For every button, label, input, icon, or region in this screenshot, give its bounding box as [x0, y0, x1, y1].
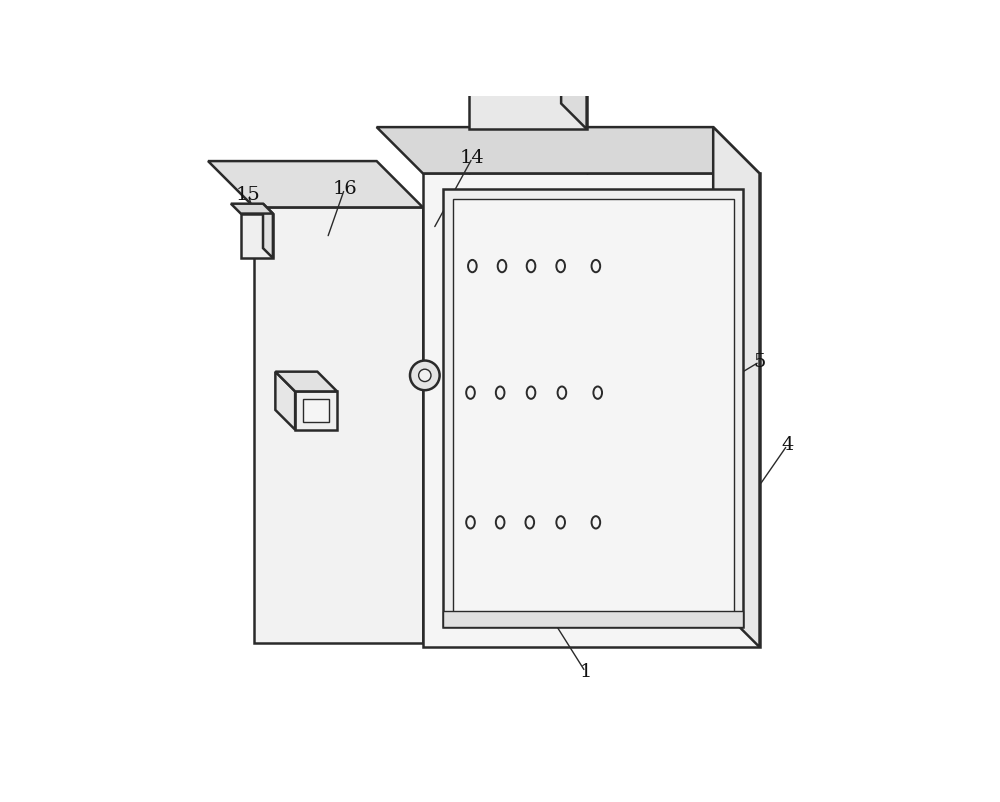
Bar: [423, 173, 760, 647]
Polygon shape: [263, 204, 273, 258]
Ellipse shape: [592, 260, 600, 272]
Text: 4: 4: [781, 436, 793, 454]
Text: 5: 5: [753, 353, 766, 371]
Ellipse shape: [527, 387, 535, 399]
Ellipse shape: [527, 260, 535, 272]
Ellipse shape: [592, 516, 600, 529]
Circle shape: [410, 361, 440, 391]
Bar: [469, 91, 587, 129]
Ellipse shape: [468, 260, 477, 272]
Text: 15: 15: [236, 186, 261, 204]
Polygon shape: [377, 128, 760, 173]
Bar: [295, 391, 337, 430]
Ellipse shape: [496, 516, 504, 529]
Ellipse shape: [556, 260, 565, 272]
Polygon shape: [231, 204, 273, 213]
Ellipse shape: [525, 516, 534, 529]
Ellipse shape: [496, 387, 504, 399]
Polygon shape: [444, 66, 587, 91]
Ellipse shape: [593, 387, 602, 399]
Ellipse shape: [466, 516, 475, 529]
Ellipse shape: [498, 260, 506, 272]
Bar: [241, 213, 273, 258]
Ellipse shape: [466, 387, 475, 399]
Ellipse shape: [556, 516, 565, 529]
Polygon shape: [561, 66, 587, 129]
Polygon shape: [713, 128, 760, 647]
Bar: [453, 199, 734, 618]
Bar: [254, 208, 423, 642]
Polygon shape: [208, 161, 423, 208]
Text: 16: 16: [332, 180, 357, 198]
Bar: [443, 611, 743, 626]
Ellipse shape: [558, 387, 566, 399]
Polygon shape: [275, 371, 337, 391]
Text: 1: 1: [579, 662, 592, 681]
Circle shape: [419, 369, 431, 382]
Polygon shape: [275, 371, 295, 430]
Bar: [303, 399, 329, 423]
Text: 14: 14: [460, 149, 485, 167]
Bar: [443, 189, 743, 626]
